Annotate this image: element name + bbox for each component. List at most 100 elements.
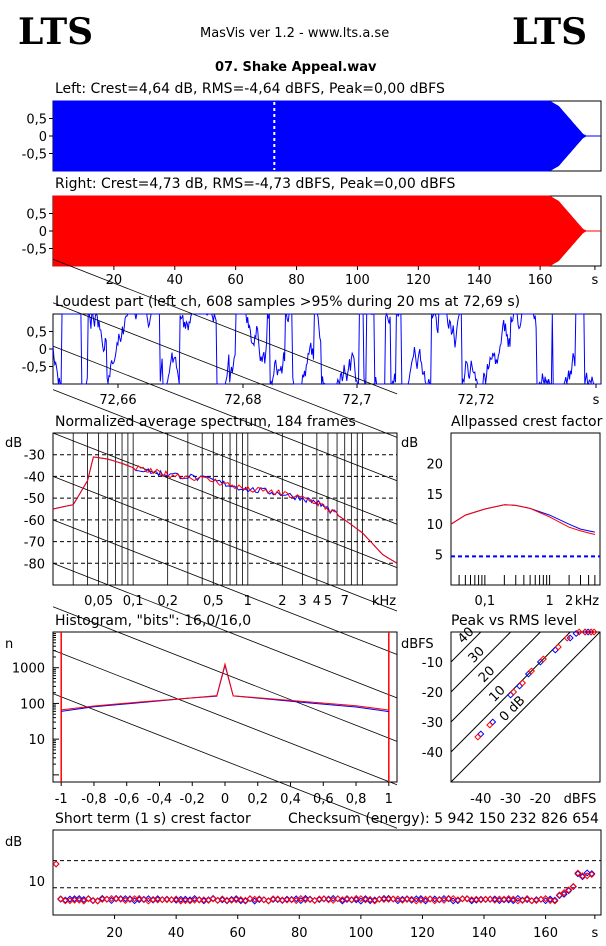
short-term-crest-xtick-label: s bbox=[591, 926, 598, 941]
histogram-xtick-label: 0 bbox=[221, 792, 229, 807]
peak-vs-rms-point bbox=[518, 679, 527, 687]
short-term-crest-point bbox=[588, 870, 596, 878]
spectrum-xtick-label: 2 bbox=[278, 594, 286, 609]
right-waveform-tail bbox=[539, 196, 586, 266]
short-term-crest-point bbox=[181, 897, 189, 905]
short-term-crest-point bbox=[518, 896, 527, 905]
short-term-crest-point bbox=[389, 895, 397, 903]
peak-vs-rms-ytick-label: -30 bbox=[422, 716, 443, 731]
spectrum-slope-line bbox=[52, 519, 398, 655]
time-xtick-label: 60 bbox=[227, 273, 244, 288]
spectrum-xtick-label: 0,1 bbox=[123, 594, 144, 609]
loudest-part-ytick-label: 0,5 bbox=[26, 326, 47, 341]
short-term-crest-point bbox=[274, 895, 282, 903]
short-term-crest-point bbox=[505, 895, 513, 903]
right-waveform-ytick-label: 0 bbox=[39, 225, 47, 240]
peak-vs-rms-point bbox=[554, 643, 562, 651]
short-term-crest-point bbox=[237, 896, 245, 904]
peak-vs-rms-diagonal bbox=[450, 631, 482, 663]
short-term-crest-xtick-label: 160 bbox=[533, 926, 558, 941]
peak-vs-rms-ytick-label: -20 bbox=[422, 686, 443, 701]
short-term-crest-point bbox=[440, 894, 448, 903]
short-term-crest-point bbox=[578, 873, 587, 881]
peak-vs-rms-diagonal-label: 30 bbox=[466, 644, 488, 666]
left-waveform-ytick-label: 0 bbox=[39, 130, 47, 145]
short-term-crest-point bbox=[375, 895, 383, 903]
short-term-crest-point bbox=[186, 897, 194, 905]
histogram-xtick-label: -0,4 bbox=[147, 792, 172, 807]
short-term-crest-point bbox=[297, 897, 305, 905]
short-term-crest-point bbox=[228, 896, 236, 904]
spectrum-slope-line bbox=[52, 476, 398, 612]
spectrum-slope-line bbox=[52, 389, 398, 525]
short-term-crest-point bbox=[301, 896, 309, 904]
short-term-crest-point bbox=[52, 860, 60, 868]
spectrum-xtick-label: 3 bbox=[298, 594, 306, 609]
histogram-ytick-label: 1000 bbox=[12, 662, 45, 677]
loudest-part-signal bbox=[52, 312, 601, 386]
short-term-crest-point bbox=[158, 896, 166, 904]
allpassed-crest-ytick-label: 5 bbox=[435, 549, 443, 564]
short-term-crest-point bbox=[555, 891, 563, 899]
spectrum-xtick-label: 0,05 bbox=[84, 594, 113, 609]
histogram-ytick-label: 100 bbox=[20, 697, 45, 712]
short-term-crest-point bbox=[135, 896, 143, 904]
short-term-crest-point bbox=[89, 896, 97, 904]
short-term-crest-point bbox=[398, 895, 406, 903]
short-term-crest-point bbox=[131, 895, 139, 903]
short-term-crest-point bbox=[458, 895, 466, 903]
peak-vs-rms-point bbox=[489, 718, 497, 726]
allpassed-crest-series-left bbox=[450, 504, 596, 533]
short-term-crest-point bbox=[551, 896, 559, 904]
short-term-crest-point bbox=[232, 896, 240, 904]
short-term-crest-point bbox=[514, 897, 522, 905]
short-term-crest-point bbox=[149, 895, 157, 903]
spectrum-slope-line bbox=[52, 606, 398, 742]
short-term-crest-point bbox=[121, 895, 129, 903]
histogram-xtick-label: 0,2 bbox=[247, 792, 268, 807]
short-term-crest-point bbox=[325, 896, 333, 904]
short-term-crest-point bbox=[191, 896, 199, 904]
spectrum-slope-line bbox=[52, 562, 398, 699]
short-term-crest-xtick-label: 120 bbox=[410, 926, 435, 941]
short-term-crest-ylabel: dB bbox=[5, 835, 22, 850]
allpassed-crest-ytick-label: 20 bbox=[426, 457, 443, 472]
peak-vs-rms-point bbox=[516, 682, 524, 690]
time-xtick-label: s bbox=[592, 273, 599, 288]
peak-vs-rms-ytick-label: -10 bbox=[422, 656, 443, 671]
spectrum-series-right bbox=[52, 456, 398, 564]
short-term-crest-point bbox=[380, 895, 388, 903]
short-term-crest-point bbox=[112, 895, 120, 903]
peak-vs-rms-point bbox=[572, 629, 580, 638]
short-term-crest-point bbox=[445, 894, 453, 902]
spectrum-xtick-label: 1 bbox=[244, 594, 252, 609]
short-term-crest-point bbox=[546, 897, 554, 905]
short-term-crest-point bbox=[255, 896, 263, 904]
peak-vs-rms-diagonal-label: 10 bbox=[486, 683, 508, 705]
short-term-crest-point bbox=[421, 897, 430, 905]
short-term-crest-point bbox=[565, 887, 573, 895]
short-term-crest-point bbox=[560, 890, 568, 898]
allpassed-crest-title: Allpassed crest factor bbox=[451, 414, 603, 430]
histogram-xtick-label: 0,6 bbox=[313, 792, 334, 807]
short-term-crest-frame bbox=[52, 829, 602, 916]
spectrum-ytick-label: -70 bbox=[24, 536, 45, 551]
short-term-crest-point bbox=[477, 896, 485, 904]
spectrum-xtick-label: 0,5 bbox=[203, 594, 224, 609]
short-term-crest-point bbox=[463, 895, 471, 903]
short-term-crest-point bbox=[98, 895, 106, 903]
short-term-crest-point bbox=[523, 895, 531, 903]
allpassed-crest-ytick-label: 15 bbox=[426, 488, 443, 503]
short-term-crest-point bbox=[200, 896, 208, 904]
short-term-crest-point bbox=[352, 894, 360, 902]
peak-vs-rms-point bbox=[590, 628, 598, 636]
short-term-crest-point bbox=[417, 895, 425, 903]
short-term-crest-point bbox=[366, 897, 374, 905]
short-term-crest-point bbox=[578, 872, 587, 880]
spectrum-ylabel: dB bbox=[5, 436, 22, 451]
loudest-part-ytick-label: 0 bbox=[39, 343, 47, 358]
short-term-crest-point bbox=[223, 896, 231, 904]
short-term-crest-point bbox=[246, 895, 254, 903]
right-waveform-signal bbox=[53, 195, 601, 267]
